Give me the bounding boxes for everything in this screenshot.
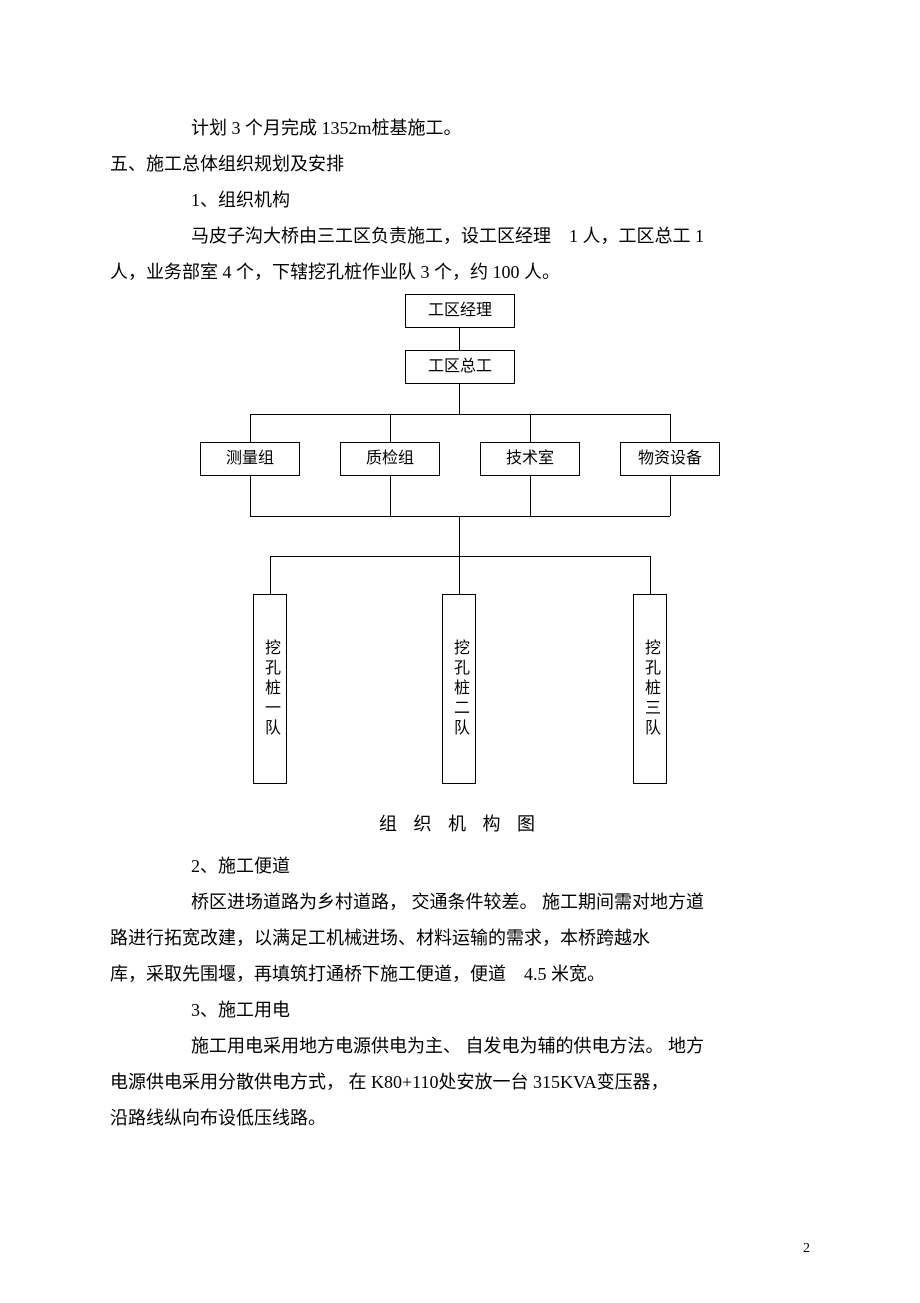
connector: [670, 414, 671, 442]
connector: [459, 556, 460, 594]
connector: [270, 556, 271, 594]
connector: [650, 556, 651, 594]
paragraph: 路进行拓宽改建，以满足工机械进场、材料运输的需求，本桥跨越水: [110, 920, 810, 956]
connector: [250, 414, 670, 415]
paragraph: 电源供电采用分散供电方式， 在 K80+110处安放一台 315KVA变压器，: [110, 1064, 810, 1100]
connector: [250, 414, 251, 442]
paragraph: 计划 3 个月完成 1352m桩基施工。: [110, 110, 810, 146]
paragraph: 库，采取先围堰，再填筑打通桥下施工便道，便道 4.5 米宽。: [110, 956, 810, 992]
paragraph: 桥区进场道路为乡村道路， 交通条件较差。 施工期间需对地方道: [110, 884, 810, 920]
connector: [390, 414, 391, 442]
connector: [530, 476, 531, 516]
org-node-survey: 测量组: [200, 442, 300, 476]
org-node-manager: 工区经理: [405, 294, 515, 328]
subsection-heading: 3、施工用电: [110, 992, 810, 1028]
org-node-team3: 挖孔桩三队: [633, 594, 667, 784]
org-chart: 工区经理 工区总工 测量组 质检组 技术室 物资设备 挖孔桩一队 挖孔桩二队 挖…: [180, 294, 740, 804]
org-node-tech: 技术室: [480, 442, 580, 476]
connector: [459, 328, 460, 350]
connector: [670, 476, 671, 516]
subsection-heading: 2、施工便道: [110, 848, 810, 884]
subsection-heading: 1、组织机构: [110, 182, 810, 218]
connector: [459, 516, 460, 556]
org-node-team2: 挖孔桩二队: [442, 594, 476, 784]
paragraph: 马皮子沟大桥由三工区负责施工，设工区经理 1 人，工区总工 1: [110, 218, 810, 254]
connector: [250, 476, 251, 516]
page-number: 2: [803, 1235, 810, 1263]
section-heading: 五、施工总体组织规划及安排: [110, 146, 810, 182]
paragraph: 沿路线纵向布设低压线路。: [110, 1100, 810, 1136]
org-node-material: 物资设备: [620, 442, 720, 476]
connector: [390, 476, 391, 516]
figure-caption: 组 织 机 构 图: [110, 806, 810, 842]
paragraph: 人，业务部室 4 个，下辖挖孔桩作业队 3 个，约 100 人。: [110, 254, 810, 290]
org-node-chief-engineer: 工区总工: [405, 350, 515, 384]
org-node-team1: 挖孔桩一队: [253, 594, 287, 784]
paragraph: 施工用电采用地方电源供电为主、 自发电为辅的供电方法。 地方: [110, 1028, 810, 1064]
connector: [459, 384, 460, 414]
org-node-qc: 质检组: [340, 442, 440, 476]
connector: [530, 414, 531, 442]
page: 计划 3 个月完成 1352m桩基施工。 五、施工总体组织规划及安排 1、组织机…: [0, 0, 920, 1303]
